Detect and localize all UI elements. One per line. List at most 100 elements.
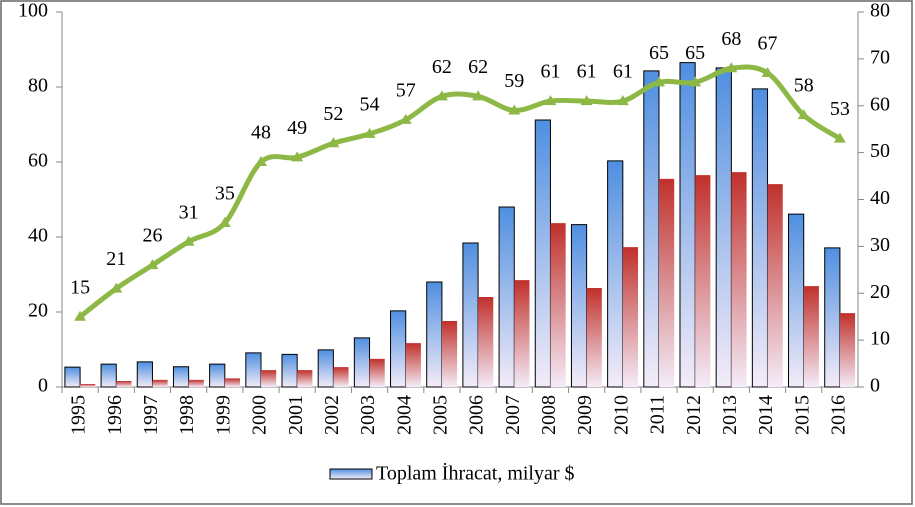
x-tick-label: 2000	[249, 395, 271, 435]
data-label: 61	[613, 61, 633, 83]
x-tick-label: 2004	[393, 395, 415, 435]
data-label: 67	[758, 33, 778, 55]
bar	[209, 363, 226, 388]
marker	[761, 66, 774, 77]
data-label: 53	[830, 98, 850, 120]
marker	[255, 156, 267, 166]
bar	[679, 62, 696, 388]
legend-swatch	[329, 468, 373, 480]
bar	[550, 223, 566, 387]
x-tick-label: 2015	[791, 395, 813, 435]
marker	[327, 137, 340, 148]
bar	[715, 67, 732, 388]
bar	[317, 349, 334, 388]
x-tick-label: 2011	[647, 395, 669, 434]
line	[78, 64, 842, 319]
data-label: 65	[649, 42, 669, 64]
x-tick-label: 1997	[140, 395, 162, 435]
data-label: 15	[70, 276, 90, 298]
x-tick-label: 2001	[285, 395, 307, 435]
marker	[472, 90, 485, 101]
bar	[245, 352, 262, 388]
marker	[580, 95, 593, 106]
data-label: 57	[396, 79, 416, 101]
y2-tick-label: 0	[870, 375, 880, 397]
bar	[478, 297, 494, 387]
bar	[426, 281, 443, 388]
y2-tick-label: 20	[870, 281, 890, 303]
bar	[224, 378, 241, 387]
bar	[188, 379, 204, 387]
marker	[544, 95, 557, 106]
y-tick-label: 80	[28, 75, 48, 97]
marker	[399, 113, 412, 124]
bar	[369, 358, 385, 387]
bar	[116, 381, 132, 387]
data-label: 48	[251, 122, 271, 144]
marker	[725, 62, 738, 73]
marker	[435, 90, 448, 101]
marker	[797, 109, 810, 120]
bar	[261, 370, 277, 387]
bar	[353, 337, 371, 388]
marker	[182, 235, 195, 246]
y-tick-label: 40	[28, 225, 48, 247]
bar	[441, 321, 458, 387]
bar	[695, 175, 711, 387]
bar	[498, 206, 515, 388]
bar	[803, 286, 819, 387]
data-label: 26	[142, 225, 162, 247]
bar	[297, 370, 313, 387]
x-tick-label: 1995	[68, 395, 90, 435]
legend-label: Toplam İhracat, milyar $	[376, 462, 575, 485]
data-label: 54	[360, 93, 380, 115]
bar	[586, 288, 602, 387]
bar	[622, 247, 639, 387]
y2-tick-label: 10	[870, 328, 890, 350]
marker	[146, 259, 159, 270]
bar	[390, 310, 407, 388]
bar	[839, 313, 856, 387]
bar	[100, 363, 117, 388]
data-label: 61	[577, 61, 597, 83]
bar	[514, 280, 530, 387]
y2-tick-label: 50	[870, 140, 890, 162]
y2-tick-label: 60	[870, 93, 890, 115]
bar	[659, 178, 675, 387]
data-label: 65	[685, 42, 705, 64]
marker	[110, 282, 123, 293]
data-label: 62	[432, 56, 452, 78]
bar	[136, 361, 153, 388]
marker	[74, 310, 87, 321]
y-tick-label: 60	[28, 150, 48, 172]
y-tick-label: 20	[28, 300, 48, 322]
y2-tick-label: 70	[870, 46, 890, 68]
bar	[333, 367, 349, 387]
x-tick-label: 2013	[719, 395, 741, 435]
marker	[653, 76, 665, 87]
x-tick-label: 2008	[538, 395, 560, 435]
x-tick-label: 2002	[321, 395, 343, 435]
data-label: 35	[215, 183, 235, 205]
bar	[152, 379, 168, 387]
data-label: 68	[721, 28, 741, 50]
bar	[570, 224, 588, 388]
x-tick-label: 2014	[755, 395, 777, 435]
marker	[363, 127, 376, 138]
data-label: 58	[794, 75, 814, 97]
x-tick-label: 1998	[176, 395, 198, 435]
data-label: 49	[287, 117, 307, 139]
x-tick-label: 2012	[683, 395, 705, 435]
y2-tick-label: 30	[870, 234, 890, 256]
marker	[508, 104, 521, 115]
bar	[824, 247, 841, 388]
x-tick-label: 2006	[466, 395, 488, 435]
marker	[833, 132, 846, 143]
bar	[80, 384, 96, 387]
y-tick-label: 0	[38, 375, 48, 397]
data-label: 52	[323, 103, 343, 125]
marker	[218, 216, 231, 227]
y2-tick-label: 80	[870, 0, 890, 22]
bar	[731, 172, 747, 387]
